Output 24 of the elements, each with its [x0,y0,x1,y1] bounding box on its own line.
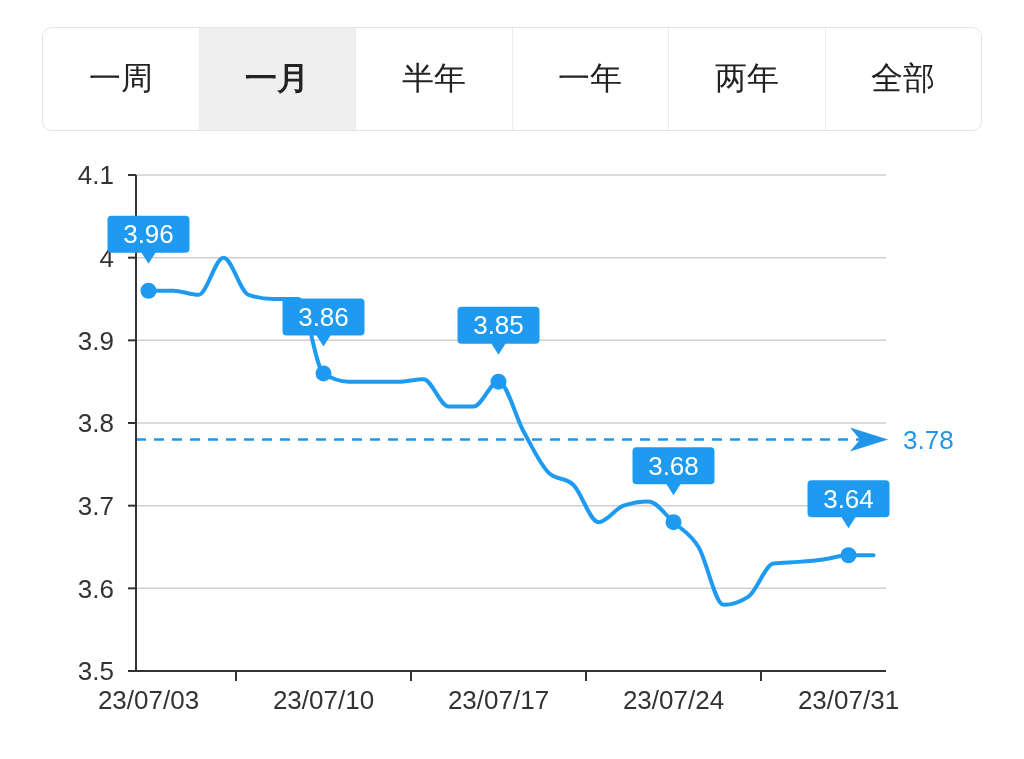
x-tick-label: 23/07/24 [622,685,725,716]
y-tick-label: 4.1 [77,160,114,191]
y-tick-label: 3.6 [77,573,114,604]
y-tick-label: 3.8 [77,408,114,439]
data-label: 3.86 [298,301,349,332]
point [315,365,332,382]
data-label: 3.68 [648,450,699,481]
point [665,514,682,531]
y-tick-label: 3.9 [77,325,114,356]
data-label: 3.96 [123,219,174,250]
point [840,547,857,564]
ref-line-label: 3.78 [903,424,954,455]
y-tick-label: 3.5 [77,656,114,687]
point [140,282,157,299]
tab: 全部 [824,28,981,130]
data-label: 3.64 [823,483,874,514]
y-tick-label: 3.7 [77,490,114,521]
data-label: 3.85 [473,310,524,341]
x-tick-label: 23/07/10 [272,685,375,716]
x-tick-label: 23/07/17 [447,685,550,716]
x-tick-label: 23/07/03 [97,685,200,716]
tab: 一月 [198,28,355,130]
point [490,373,507,390]
x-tick-label: 23/07/31 [797,685,900,716]
